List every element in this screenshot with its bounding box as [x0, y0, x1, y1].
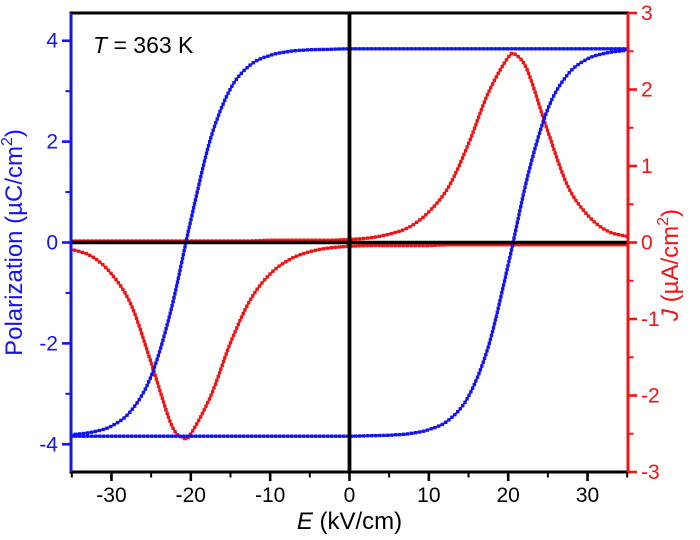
x-axis-ticks: -30 -20 -10 0 10 20 30	[70, 472, 629, 507]
right-axis-title: J (µA/cm2)	[655, 209, 684, 322]
left-tick-label: 4	[46, 30, 58, 53]
left-tick-label: -2	[39, 332, 58, 355]
polarization-increasing-branch-markers	[70, 49, 625, 438]
x-tick-label: -30	[96, 484, 126, 507]
left-axis-title: Polarization (µC/cm2)	[0, 129, 28, 356]
right-tick-label: 3	[641, 2, 653, 25]
x-tick-label: -20	[176, 484, 206, 507]
right-tick-label: -2	[641, 385, 660, 408]
right-tick-label: -3	[641, 461, 660, 484]
x-tick-label: 30	[576, 484, 599, 507]
polarization-increasing-branch	[70, 49, 628, 438]
x-tick-label: -10	[255, 484, 285, 507]
right-tick-label: 2	[641, 79, 653, 102]
polarization-decreasing-branch	[71, 47, 629, 436]
left-tick-label: 2	[46, 131, 58, 154]
x-tick-label: 0	[344, 484, 356, 507]
x-tick-label: 20	[497, 484, 520, 507]
reference-lines	[71, 13, 628, 472]
x-axis-title: E (kV/cm)	[297, 508, 402, 535]
polarization-decreasing-branch-markers	[74, 47, 629, 436]
right-tick-label: 1	[641, 155, 653, 178]
right-axis-ticks: -3 -2 -1 0 1 2 3	[628, 2, 660, 484]
x-tick-label: 10	[417, 484, 440, 507]
right-tick-label: 0	[641, 232, 653, 255]
curves	[70, 47, 629, 441]
left-tick-label: 0	[46, 232, 58, 255]
temperature-annotation: T = 363 K	[93, 32, 194, 58]
right-tick-label: -1	[641, 308, 660, 331]
left-axis-ticks: -4 -2 0 2 4	[39, 30, 71, 456]
left-tick-label: -4	[39, 433, 58, 456]
